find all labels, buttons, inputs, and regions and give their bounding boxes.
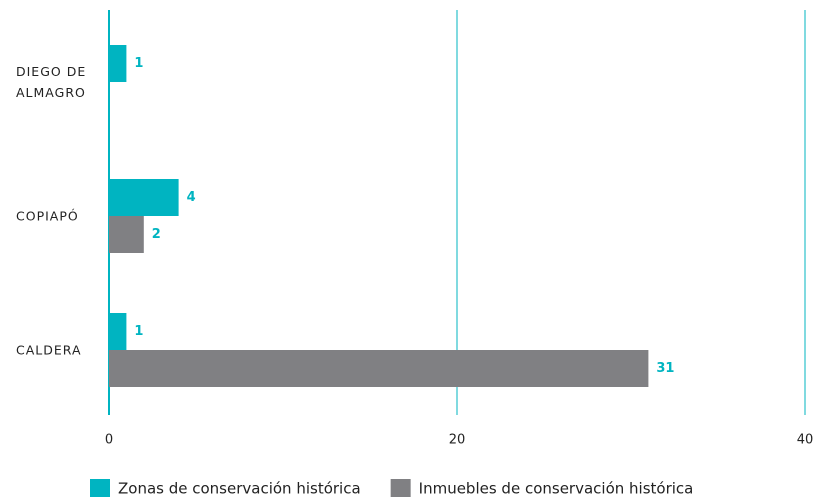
bar [109, 45, 127, 82]
category-label: COPIAPÓ [16, 208, 79, 224]
value-label: 2 [152, 227, 161, 242]
value-label: 4 [187, 190, 196, 205]
value-label: 1 [134, 324, 143, 339]
value-label: 31 [656, 361, 674, 376]
x-tick-label: 0 [105, 433, 113, 448]
category-label: CALDERA [16, 342, 82, 358]
legend-label: Inmuebles de conservación histórica [419, 480, 694, 497]
legend-swatch [90, 479, 110, 497]
legend-label: Zonas de conservación histórica [118, 480, 361, 497]
bar [109, 179, 179, 216]
legend-swatch [390, 479, 411, 497]
category-label: DIEGO DE ALMAGRO [16, 64, 87, 100]
bar [109, 313, 127, 350]
bar [109, 216, 144, 253]
x-tick-label: 20 [449, 433, 466, 448]
value-label: 1 [134, 56, 143, 71]
x-tick-label: 40 [797, 433, 814, 448]
bar [109, 350, 649, 387]
